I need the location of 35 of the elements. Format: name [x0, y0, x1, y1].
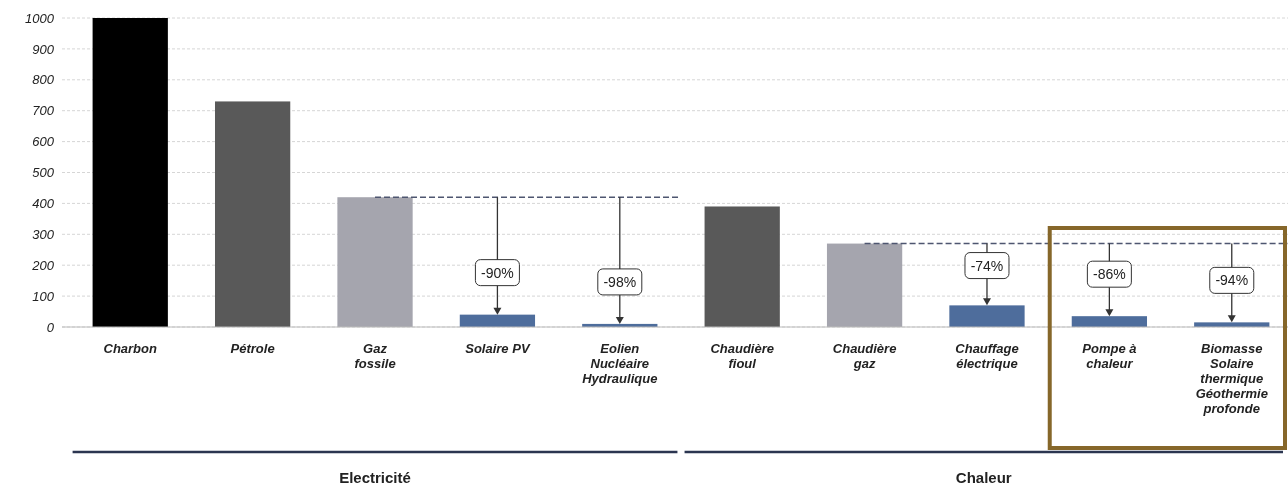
y-tick-label: 100	[32, 288, 55, 304]
bar	[92, 18, 168, 327]
x-tick-label: Eolien Nucléaire Hydraulique	[582, 341, 658, 386]
annotation: -98%	[603, 273, 637, 290]
x-tick-label: Biomasse Solaire thermique Géothermie profonde	[1195, 341, 1268, 416]
bar	[704, 206, 780, 327]
annotation: -94%	[1215, 272, 1249, 289]
y-tick-label: 1000	[25, 10, 55, 26]
y-tick-label: 800	[32, 72, 55, 88]
bar	[214, 101, 291, 327]
y-tick-label: 0	[46, 319, 55, 335]
y-tick-label: 400	[32, 196, 55, 212]
annotation: -86%	[1093, 266, 1126, 283]
bar	[1071, 316, 1148, 327]
annotation: -90%	[481, 264, 514, 281]
text: Electricité	[339, 469, 411, 486]
y-tick-label: 500	[32, 165, 55, 181]
text: Chaleur	[955, 469, 1012, 486]
bar	[949, 305, 1025, 327]
x-tick-label: Pétrole	[230, 341, 275, 356]
x-tick-label: Solaire PV	[465, 341, 531, 356]
x-tick-label: Gaz fossile	[354, 341, 396, 371]
annotation: -74%	[970, 257, 1004, 274]
x-tick-label: Chaudière gaz	[832, 341, 897, 371]
y-tick-label: 300	[32, 226, 55, 242]
x-tick-label: Charbon	[103, 341, 158, 356]
y-tick-label: 700	[32, 103, 55, 119]
x-tick-label: Pompe à chaleur	[1082, 341, 1137, 371]
x-tick-label: Chaudière fioul	[710, 341, 774, 371]
x-tick-label: Chauffage électrique	[955, 341, 1019, 371]
y-tick-label: 600	[32, 134, 55, 150]
y-tick-label: 200	[31, 257, 55, 273]
y-tick-label: 900	[32, 41, 55, 57]
bar	[826, 243, 903, 327]
bar	[337, 197, 413, 327]
